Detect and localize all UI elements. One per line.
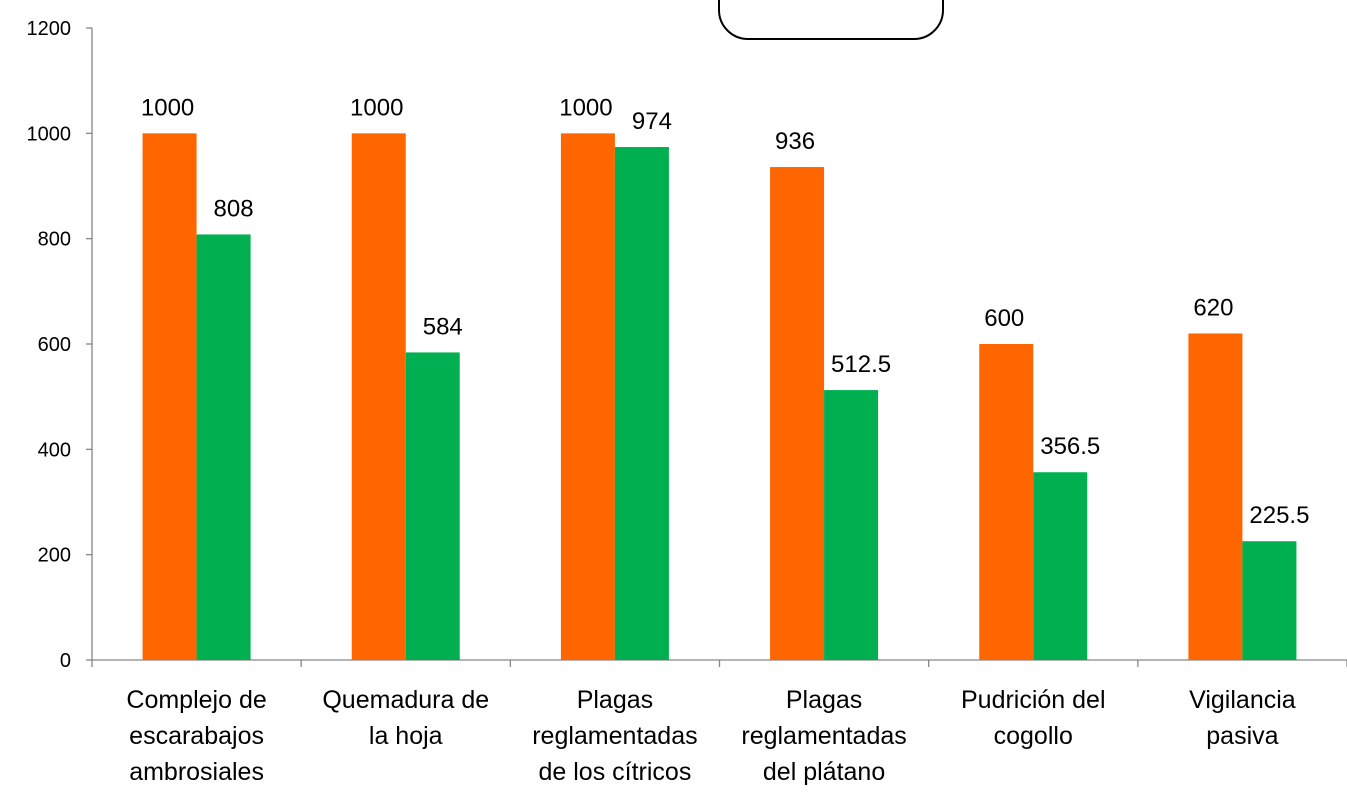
bar	[824, 390, 879, 660]
data-label: 936	[775, 128, 815, 155]
bar	[770, 167, 825, 661]
bar	[351, 133, 406, 661]
data-label: 808	[214, 195, 254, 222]
x-tick-label: Plagas	[577, 686, 653, 714]
bar	[560, 133, 615, 661]
x-tick-label: del plátano	[763, 758, 885, 786]
x-tick-label: Plagas	[786, 686, 862, 714]
y-tick-label: 400	[38, 439, 71, 461]
x-tick-label: cogollo	[994, 722, 1073, 750]
x-tick-label: Vigilancia	[1189, 686, 1296, 714]
x-tick-label: reglamentadas	[532, 722, 697, 750]
x-tick-label: reglamentadas	[741, 722, 906, 750]
x-tick-label: de los cítricos	[538, 758, 691, 786]
y-tick-label: 800	[38, 229, 71, 251]
x-tick-label: Quemadura de	[322, 686, 489, 714]
bar	[142, 133, 197, 661]
x-tick-label: Complejo de	[126, 686, 266, 714]
data-label: 620	[1193, 294, 1233, 321]
y-tick-label: 600	[38, 334, 71, 356]
data-label: 225.5	[1249, 502, 1309, 529]
data-label: 974	[632, 108, 672, 135]
y-tick-label: 1000	[27, 123, 72, 145]
bar	[1188, 333, 1243, 660]
data-label: 1000	[350, 94, 403, 121]
data-label: 356.5	[1040, 433, 1100, 460]
y-tick-label: 0	[60, 650, 71, 672]
data-label: 512.5	[831, 351, 891, 378]
legend-box	[718, 0, 944, 40]
bar	[1033, 472, 1088, 660]
x-tick-label: pasiva	[1206, 722, 1278, 750]
bar	[614, 147, 669, 660]
x-tick-label: ambrosiales	[129, 758, 264, 786]
data-label: 600	[984, 305, 1024, 332]
bar	[405, 352, 460, 660]
x-tick-label: Pudrición del	[961, 686, 1106, 714]
x-tick-label: la hoja	[369, 722, 443, 750]
bar	[979, 344, 1034, 660]
bar	[1242, 541, 1297, 660]
data-label: 584	[423, 313, 463, 340]
y-tick-label: 200	[38, 545, 71, 567]
x-tick-label: escarabajos	[129, 722, 264, 750]
y-tick-label: 1200	[27, 18, 72, 40]
data-label: 1000	[559, 94, 612, 121]
data-label: 1000	[141, 94, 194, 121]
bar	[196, 234, 251, 660]
